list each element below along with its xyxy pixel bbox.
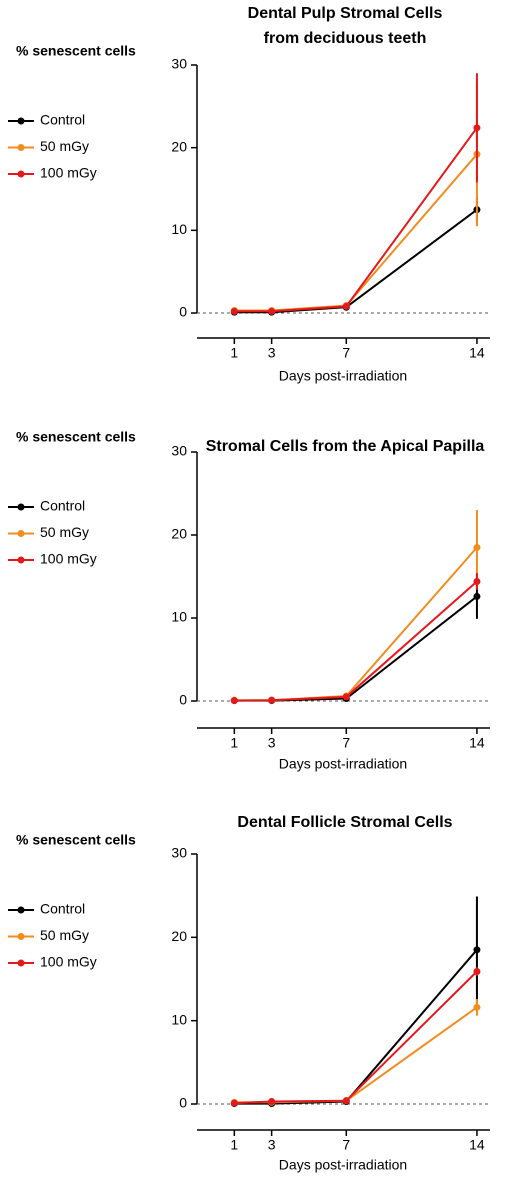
- series-line: [234, 1006, 478, 1104]
- x-tick-label: 7: [342, 345, 350, 361]
- legend-swatch-dot: [17, 144, 25, 151]
- data-point: [473, 543, 481, 551]
- data-point: [268, 1098, 276, 1105]
- legend-label: 50 mGy: [40, 138, 89, 154]
- legend-swatch-dot: [17, 959, 25, 967]
- data-point: [230, 697, 238, 705]
- legend-swatch-dot: [17, 556, 25, 564]
- y-tick-label: 10: [171, 609, 187, 625]
- x-tick-label: 1: [230, 1137, 238, 1153]
- data-point: [473, 592, 481, 600]
- x-tick-label: 14: [469, 735, 485, 751]
- y-tick-label: 30: [171, 443, 187, 459]
- y-tick-label: 30: [171, 56, 187, 72]
- data-point: [342, 302, 350, 310]
- legend-swatch-dot: [17, 170, 25, 178]
- legend-label: 100 mGy: [40, 165, 97, 181]
- series-line: [234, 970, 478, 1105]
- data-point: [473, 946, 481, 954]
- y-axis-label: % senescent cells: [16, 429, 136, 445]
- x-tick-label: 1: [230, 735, 238, 751]
- x-axis-label: Days post-irradiation: [279, 368, 407, 384]
- x-tick-label: 3: [268, 735, 276, 751]
- y-tick-label: 30: [171, 845, 187, 861]
- x-tick-label: 1: [230, 345, 238, 361]
- data-point: [342, 1097, 350, 1105]
- legend-label: Control: [40, 901, 85, 917]
- y-tick-label: 10: [171, 221, 187, 237]
- legend-swatch-dot: [17, 906, 25, 914]
- legend-label: Control: [40, 112, 85, 128]
- x-tick-label: 3: [268, 1137, 276, 1153]
- y-tick-label: 0: [179, 304, 187, 320]
- chart-title: Dental Follicle Stromal Cells: [237, 814, 452, 831]
- x-tick-label: 14: [469, 1137, 485, 1153]
- chart-title: from deciduous teeth: [264, 30, 427, 47]
- y-tick-label: 20: [171, 928, 187, 944]
- x-tick-label: 3: [268, 345, 276, 361]
- chart-title: Stromal Cells from the Apical Papilla: [206, 438, 485, 455]
- chart-title: Dental Pulp Stromal Cells: [248, 5, 443, 22]
- x-axis-label: Days post-irradiation: [279, 1157, 407, 1173]
- x-axis-label: Days post-irradiation: [279, 756, 407, 772]
- legend-swatch-dot: [17, 530, 25, 537]
- series-line: [234, 127, 478, 313]
- data-point: [473, 968, 481, 975]
- legend-swatch-dot: [17, 503, 25, 511]
- data-point: [268, 696, 276, 704]
- legend-swatch-dot: [17, 117, 25, 125]
- x-tick-label: 14: [469, 345, 485, 361]
- legend-swatch-dot: [17, 933, 25, 940]
- series-line: [234, 580, 478, 702]
- x-tick-label: 7: [342, 1137, 350, 1153]
- y-tick-label: 10: [171, 1011, 187, 1027]
- data-point: [473, 577, 481, 585]
- data-point: [342, 693, 350, 701]
- data-point: [230, 307, 238, 315]
- legend-label: 50 mGy: [40, 524, 89, 540]
- legend-label: 50 mGy: [40, 927, 89, 943]
- legend-label: 100 mGy: [40, 954, 97, 970]
- legend-label: 100 mGy: [40, 551, 97, 567]
- y-tick-label: 20: [171, 138, 187, 154]
- data-point: [473, 1003, 481, 1011]
- y-tick-label: 0: [179, 1095, 187, 1111]
- y-axis-label: % senescent cells: [16, 832, 136, 848]
- y-tick-label: 0: [179, 692, 187, 708]
- legend-label: Control: [40, 498, 85, 514]
- series-line: [234, 208, 478, 314]
- data-point: [473, 124, 481, 132]
- x-tick-label: 7: [342, 735, 350, 751]
- data-point: [230, 1099, 238, 1107]
- data-point: [268, 307, 276, 315]
- series-line: [234, 949, 478, 1105]
- y-axis-label: % senescent cells: [16, 43, 136, 59]
- y-tick-label: 20: [171, 526, 187, 542]
